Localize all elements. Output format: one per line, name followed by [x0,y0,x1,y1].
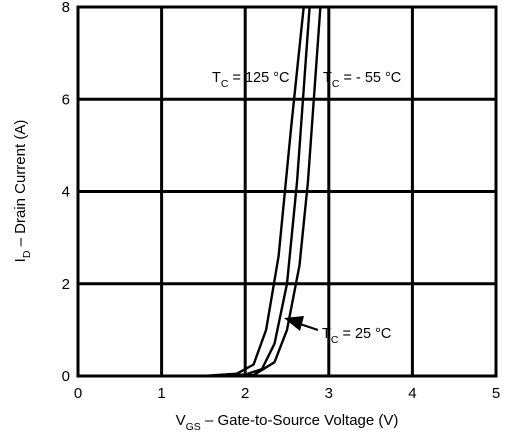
curve-tc-minus55 [101,5,322,378]
y-tick-label: 4 [62,184,70,201]
curves [101,5,322,378]
x-tick-label: 3 [325,385,333,402]
label-tc-minus55: TC = - 55 °C [323,70,401,90]
x-tick-label: 2 [241,385,249,402]
x-tick-label: 5 [492,385,500,402]
label-tc-25: TC = 25 °C [322,326,391,346]
y-tick-label: 6 [62,91,70,108]
x-tick-label: 0 [74,385,82,402]
y-tick-label: 0 [62,368,70,385]
y-tick-label: 8 [62,0,70,16]
plot-frame [76,5,498,378]
arrow-tc-25 [284,316,319,331]
tick-labels: 0 1 2 3 4 5 0 2 4 6 8 [62,0,501,402]
x-axis-title: VGS – Gate-to-Source Voltage (V) [176,412,399,433]
grid-lines [78,7,496,376]
label-tc-125: TC = 125 °C [212,70,289,90]
y-tick-label: 2 [62,276,70,293]
x-tick-label: 4 [408,385,416,402]
x-tick-label: 1 [157,385,165,402]
y-axis-title: ID – Drain Current (A) [12,120,33,263]
